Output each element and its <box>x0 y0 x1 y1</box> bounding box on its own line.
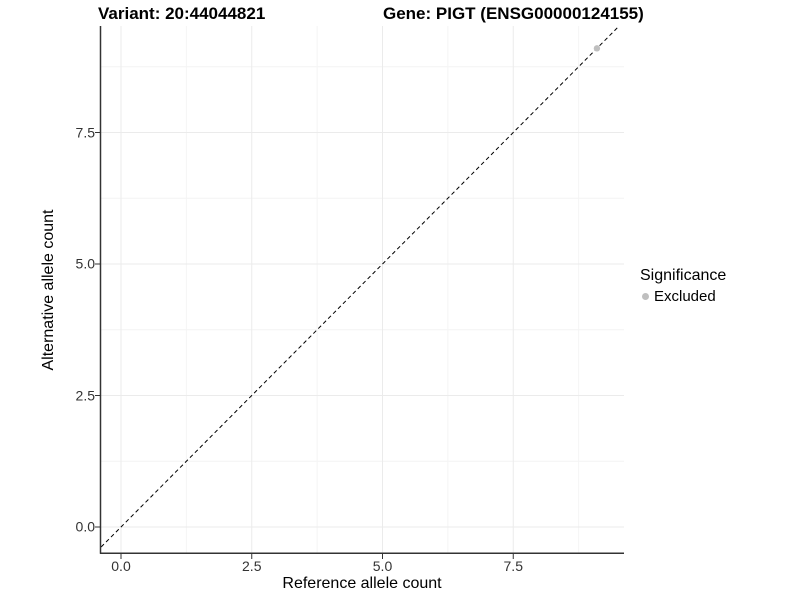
variant-title: Variant: 20:44044821 <box>98 4 266 23</box>
legend-title: Significance <box>640 267 727 284</box>
legend-item-excluded: Excluded <box>642 288 726 305</box>
x-tick-label: 5.0 <box>372 558 393 574</box>
x-axis-title: Reference allele count <box>282 575 442 592</box>
y-tick-label: 7.5 <box>75 124 95 141</box>
excluded-point-icon <box>642 293 649 300</box>
y-tick-label: 0.0 <box>75 518 95 535</box>
legend: Significance Excluded <box>640 267 726 305</box>
identity-dashed-line <box>100 25 620 548</box>
data-point-excluded <box>593 45 601 52</box>
x-tick-label: 7.5 <box>503 558 523 574</box>
legend-item-label: Excluded <box>654 288 716 305</box>
y-tick-label: 2.5 <box>75 387 95 404</box>
x-tick-label: 0.0 <box>111 558 131 574</box>
y-axis-title: Alternative allele count <box>40 209 57 371</box>
x-tick-label: 2.5 <box>242 558 262 574</box>
y-tick-label: 5.0 <box>75 255 95 272</box>
gene-title: Gene: PIGT (ENSG00000124155) <box>383 4 644 23</box>
